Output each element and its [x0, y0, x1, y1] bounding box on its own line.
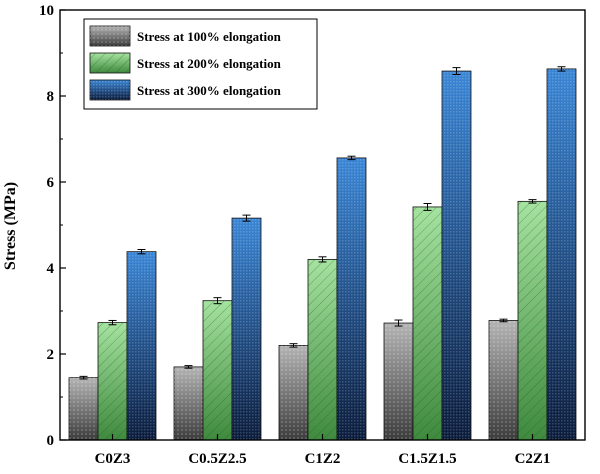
bar-c0z3-series-2-texture	[98, 322, 127, 440]
x-tick-label-c2z1: C2Z1	[515, 451, 551, 467]
legend-swatch-texture-2	[90, 53, 130, 73]
y-axis-title: Stress (MPa)	[2, 182, 19, 270]
legend-label-1: Stress at 100% elongation	[137, 29, 282, 44]
bars-layer	[68, 66, 577, 441]
bar-c0-5z2-5-series-3-texture	[232, 218, 261, 440]
legend: Stress at 100% elongation Stress at 200% …	[83, 18, 318, 110]
bar-c2z1-series-2-texture	[518, 201, 547, 440]
y-tick-label-0: 0	[47, 433, 55, 449]
x-tick-label-c0z3: C0Z3	[95, 451, 131, 467]
bar-c1z2-series-3-texture	[337, 157, 366, 441]
x-tick-label-c1-5z1-5: C1.5Z1.5	[398, 451, 456, 467]
bar-c2z1-series-1-texture	[489, 320, 518, 440]
bar-c1-5z1-5-series-3-texture	[442, 71, 471, 440]
y-tick-label-5: 10	[39, 3, 54, 19]
legend-label-2: Stress at 200% elongation	[137, 56, 282, 71]
bar-c1-5z1-5-series-1-texture	[384, 323, 413, 440]
y-tick-label-3: 6	[47, 175, 55, 191]
bar-c1z2-series-2-texture	[308, 259, 337, 440]
legend-swatch-texture-3	[90, 80, 130, 100]
bar-c0-5z2-5-series-1-texture	[174, 366, 203, 440]
x-tick-label-c0-5z2-5: C0.5Z2.5	[188, 451, 246, 467]
y-tick-label-1: 2	[47, 347, 55, 363]
bar-c0z3-series-1-texture	[69, 377, 98, 440]
legend-swatch-texture-1	[90, 26, 130, 46]
axes-layer: 0 2 4 6 8 10 C0Z3 C0.5Z2.5 C1Z2 C1.5Z1.5 C2Z1	[39, 3, 586, 467]
bar-c1z2-series-1-texture	[279, 345, 308, 440]
y-tick-label-2: 4	[47, 261, 55, 277]
x-tick-label-c1z2: C1Z2	[305, 451, 341, 467]
bar-c0z3-series-3-texture	[127, 251, 156, 440]
bar-c2z1-series-3-texture	[547, 68, 576, 440]
bar-c0-5z2-5-series-2-texture	[203, 300, 232, 440]
bar-c1-5z1-5-series-2-texture	[413, 206, 442, 440]
legend-label-3: Stress at 300% elongation	[137, 83, 282, 98]
y-tick-label-4: 8	[47, 89, 55, 105]
